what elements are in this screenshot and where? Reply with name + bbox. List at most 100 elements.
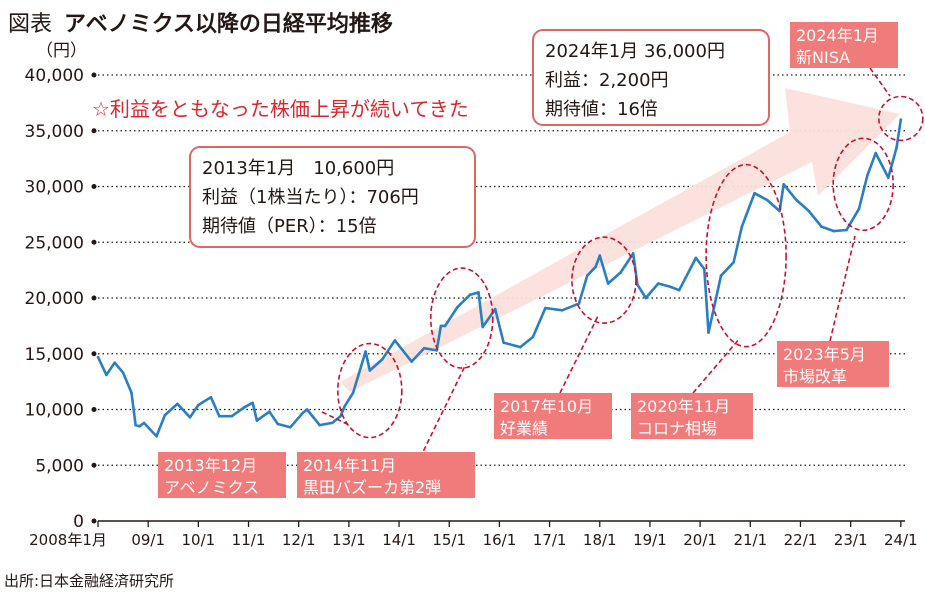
- data-point: [134, 423, 137, 427]
- event-label: 2013年12月: [164, 456, 257, 475]
- figure-title: アベノミクス以降の日経平均推移: [64, 12, 393, 37]
- data-point: [493, 307, 497, 311]
- x-tick-label: 21/1: [733, 531, 767, 549]
- y-tick-label: 40,000: [25, 66, 84, 86]
- data-point: [339, 414, 342, 418]
- data-point: [631, 252, 635, 255]
- data-point: [163, 413, 167, 417]
- data-point: [243, 406, 246, 409]
- data-point: [832, 229, 836, 233]
- y-tick-mark: [91, 351, 97, 357]
- y-tick-label: 15,000: [25, 345, 84, 365]
- event-ellipse: [336, 342, 403, 439]
- info-callout-line: 期待値：16倍: [545, 99, 658, 120]
- event-label: 2014年11月: [303, 456, 396, 475]
- data-point: [887, 176, 890, 179]
- data-point: [113, 361, 116, 365]
- x-tick-label: 23/1: [834, 531, 868, 549]
- data-point: [289, 426, 292, 429]
- data-point: [197, 403, 200, 407]
- data-point: [753, 191, 756, 195]
- data-point: [782, 183, 785, 186]
- data-point: [330, 421, 334, 425]
- event-label: 2020年11月: [637, 397, 730, 416]
- data-point: [694, 256, 698, 260]
- y-tick-mark: [91, 239, 97, 245]
- event-label: 2017年10月: [500, 397, 593, 416]
- info-callout-line: 利益（1株当たり）：706円: [202, 187, 419, 208]
- data-point: [422, 346, 426, 350]
- data-point: [899, 118, 903, 121]
- nikkei-line: [96, 119, 903, 438]
- event-box: [494, 393, 612, 439]
- info-callout-line: 利益：2,200円: [545, 70, 669, 91]
- data-point: [544, 306, 547, 310]
- event-box: [631, 393, 753, 439]
- y-tick-label: 25,000: [25, 233, 84, 253]
- event-ellipse: [832, 137, 894, 232]
- data-point: [443, 324, 447, 328]
- data-point: [142, 421, 146, 425]
- data-point: [677, 288, 681, 292]
- x-tick-label: 14/1: [382, 531, 416, 549]
- data-point: [765, 198, 769, 202]
- source-note: 出所:日本金融経済研究所: [4, 572, 175, 590]
- data-point: [218, 414, 221, 418]
- event-ellipse: [429, 267, 494, 369]
- event-box: [777, 341, 889, 387]
- event-label: アベノミクス: [164, 478, 259, 497]
- data-point: [393, 339, 397, 342]
- data-point: [636, 283, 639, 286]
- data-point: [130, 391, 133, 395]
- data-point: [857, 207, 861, 211]
- data-point: [531, 335, 535, 339]
- event-label: 2024年1月: [796, 26, 879, 45]
- x-tick-label: 18/1: [583, 531, 617, 549]
- data-point: [364, 350, 367, 353]
- data-point: [351, 391, 355, 395]
- data-point: [594, 265, 597, 269]
- data-point: [188, 416, 192, 419]
- data-point: [703, 267, 706, 271]
- x-tick-label: 10/1: [182, 531, 216, 549]
- data-point: [481, 325, 485, 329]
- trend-arrow: [340, 88, 900, 392]
- event-ellipse: [705, 163, 787, 348]
- data-point: [845, 228, 848, 232]
- data-point: [276, 422, 280, 426]
- data-point: [209, 395, 213, 399]
- data-point: [301, 411, 305, 415]
- y-tick-mark: [91, 72, 97, 78]
- data-point: [343, 404, 347, 408]
- y-unit-label: （円）: [36, 41, 87, 61]
- data-point: [255, 419, 259, 422]
- data-point: [895, 146, 898, 149]
- event-ellipse: [571, 236, 637, 324]
- x-tick-label: 22/1: [784, 531, 818, 549]
- data-point: [606, 282, 610, 285]
- y-tick-mark: [91, 295, 97, 301]
- info-callout: [189, 146, 476, 248]
- event-label: 好業績: [500, 419, 548, 438]
- data-point: [560, 309, 564, 312]
- y-tick-mark: [91, 128, 97, 134]
- event-ellipse: [878, 95, 924, 142]
- event-leader: [829, 235, 856, 342]
- data-point: [719, 274, 723, 278]
- data-point: [519, 345, 522, 349]
- data-point: [96, 355, 100, 359]
- x-tick-label: 09/1: [131, 531, 165, 549]
- event-box: [297, 452, 475, 498]
- event-leader: [559, 315, 599, 394]
- data-point: [155, 435, 158, 438]
- y-tick-label: 5,000: [35, 456, 84, 476]
- event-label: コロナ相場: [637, 419, 717, 438]
- trend-headline: ☆利益をともなった株価上昇が続いてきた: [92, 97, 469, 121]
- info-callout-line: 期待値（PER）：15倍: [202, 216, 377, 237]
- info-callout-line: 2024年1月 36,000円: [545, 41, 725, 62]
- x-tick-label: 20/1: [683, 531, 717, 549]
- data-point: [410, 360, 413, 363]
- data-point: [619, 271, 622, 274]
- x-tick-label: 16/1: [483, 531, 517, 549]
